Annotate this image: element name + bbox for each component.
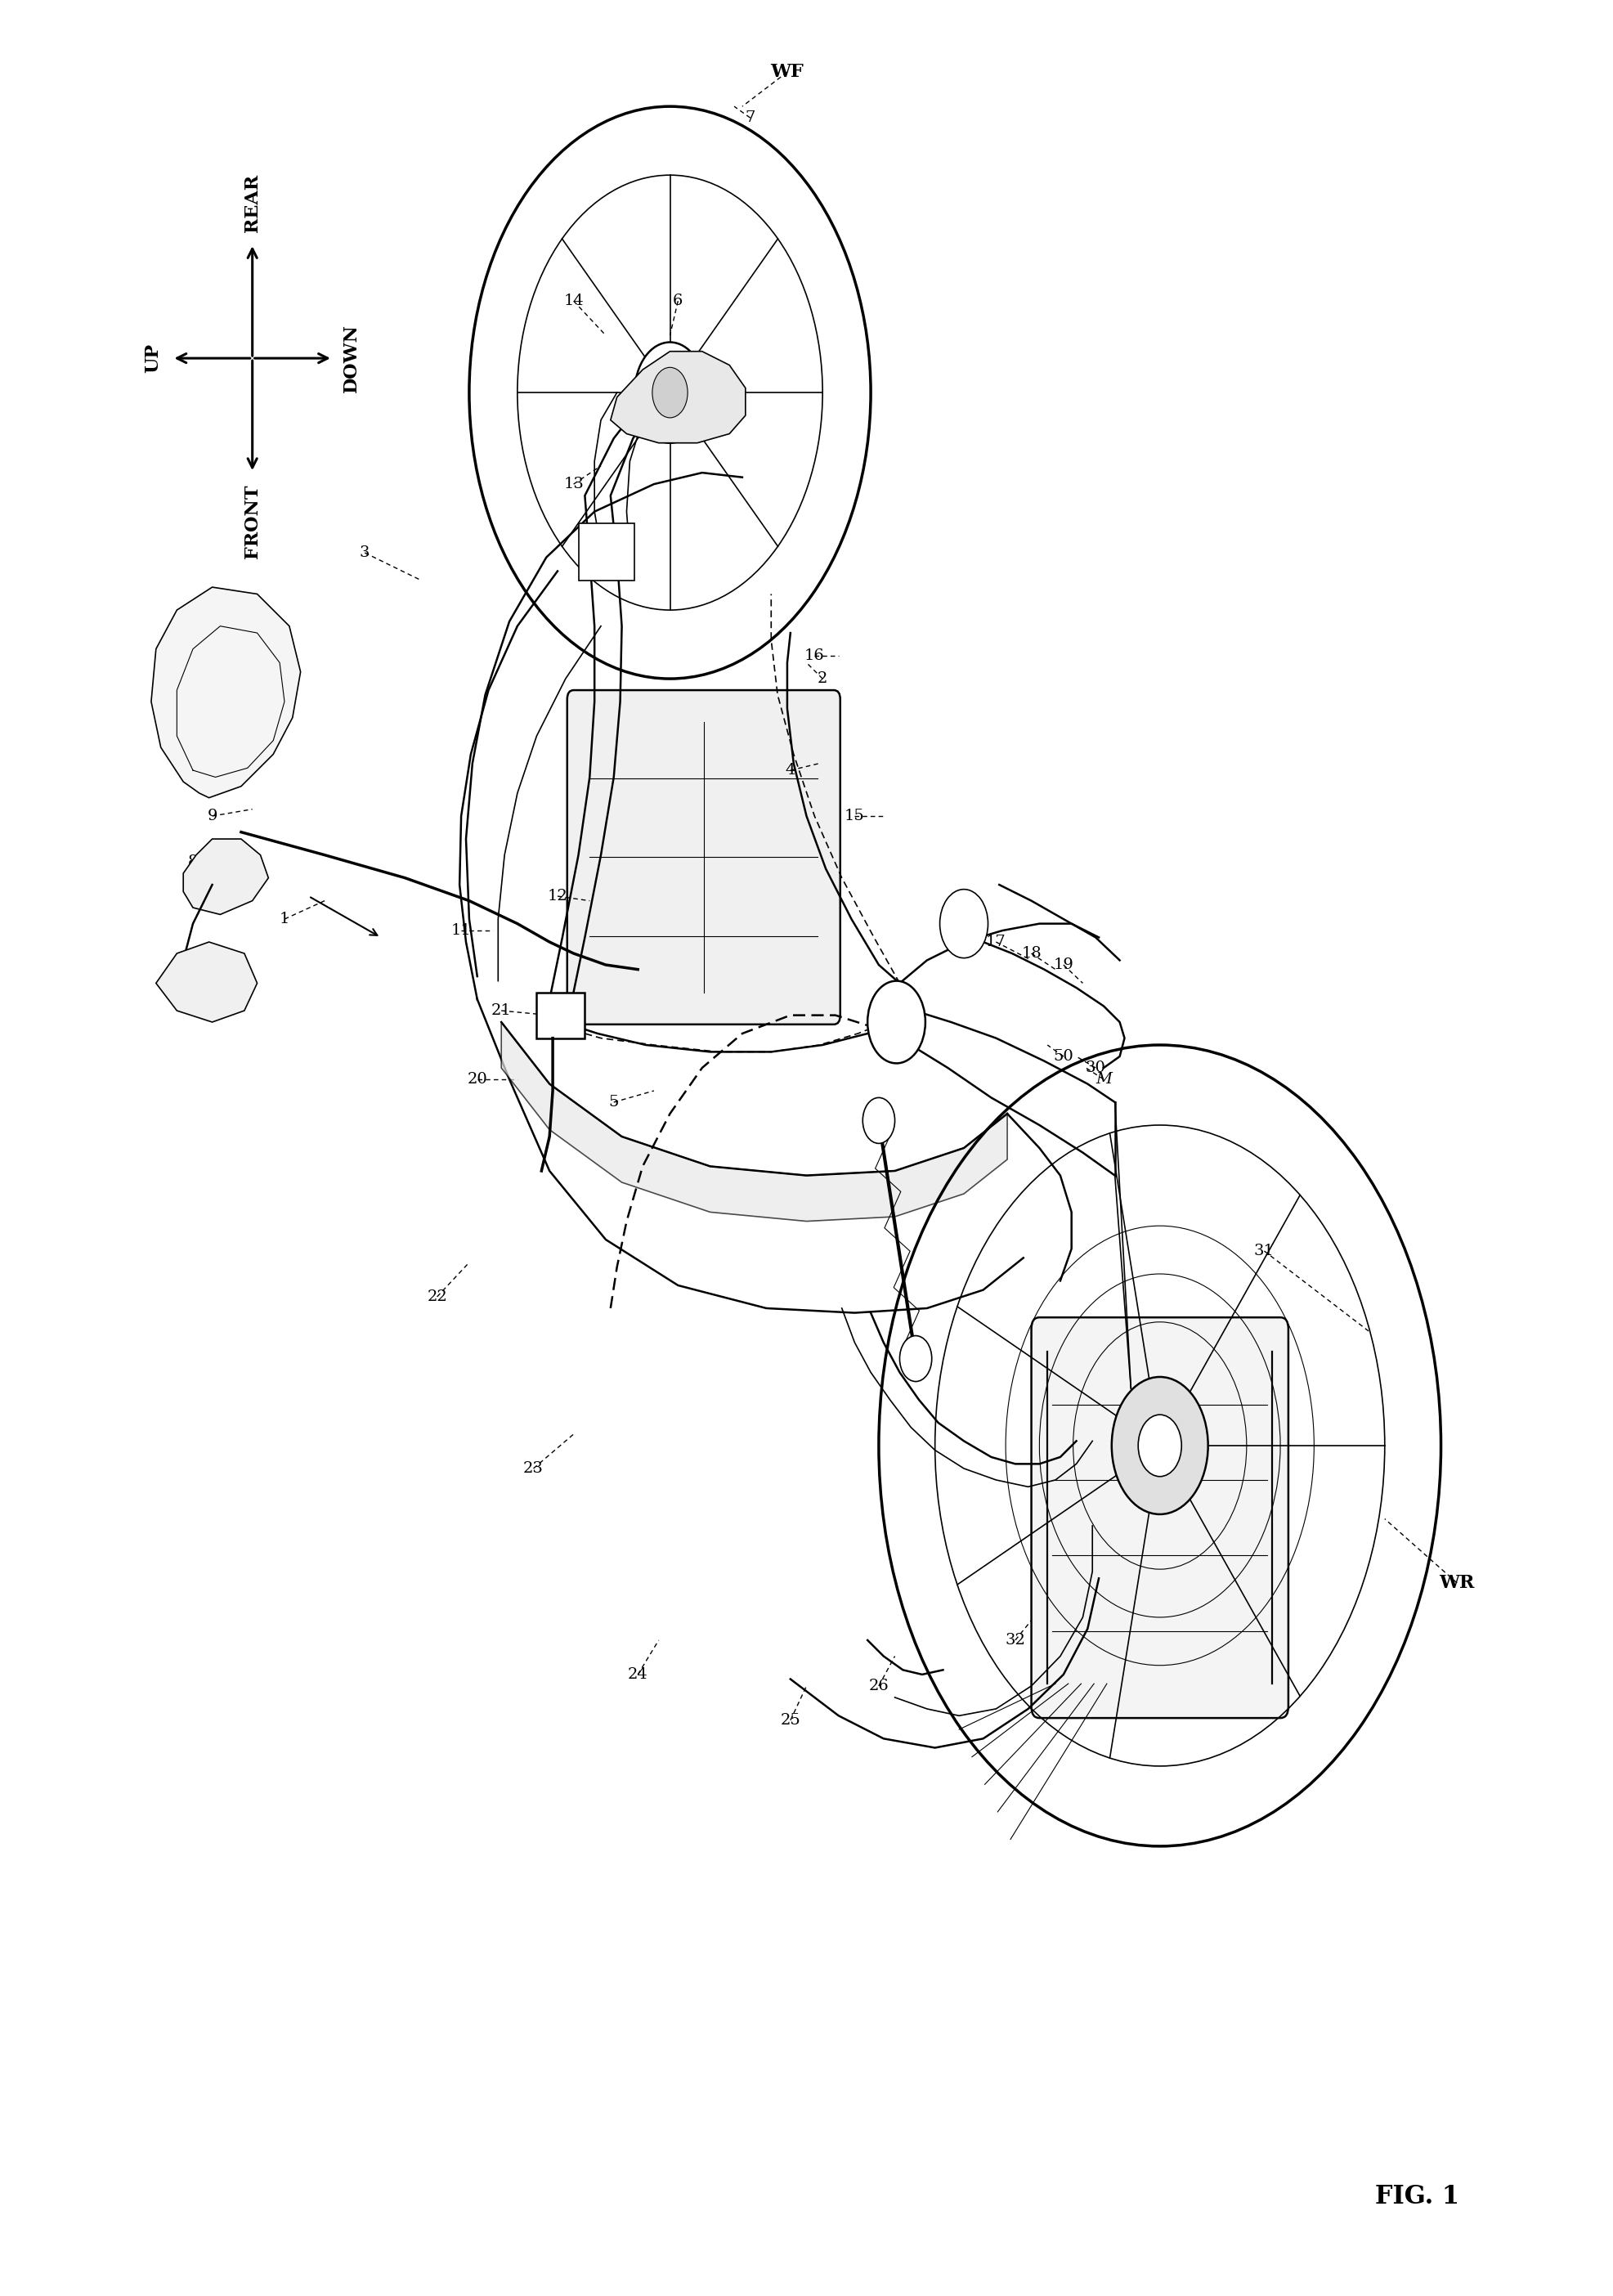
Text: 21: 21: [492, 1003, 511, 1017]
Text: 11: 11: [452, 923, 471, 937]
Circle shape: [940, 889, 989, 957]
Text: 5: 5: [608, 1095, 619, 1109]
Text: 10: 10: [177, 728, 198, 744]
Text: 23: 23: [523, 1460, 544, 1476]
Text: 9: 9: [206, 808, 218, 824]
Text: WR: WR: [1439, 1575, 1474, 1591]
Circle shape: [652, 367, 687, 418]
FancyBboxPatch shape: [568, 691, 840, 1024]
Text: 31: 31: [1253, 1244, 1274, 1258]
Text: 7: 7: [745, 110, 755, 126]
Bar: [579, 523, 634, 581]
Circle shape: [900, 1336, 932, 1382]
Text: 13: 13: [563, 478, 584, 491]
Text: 30: 30: [1086, 1061, 1107, 1075]
Text: 12: 12: [547, 889, 568, 905]
Polygon shape: [184, 838, 268, 914]
Text: 32: 32: [1005, 1632, 1026, 1649]
Text: 3: 3: [360, 546, 369, 560]
Text: UP: UP: [145, 344, 163, 372]
Circle shape: [634, 342, 705, 443]
Polygon shape: [502, 1022, 1007, 1221]
Text: 2: 2: [818, 670, 827, 687]
Text: 17: 17: [986, 934, 1007, 948]
Text: 19: 19: [1053, 957, 1074, 971]
Text: 8: 8: [187, 854, 198, 870]
Text: DOWN: DOWN: [342, 324, 360, 393]
Text: REAR: REAR: [244, 174, 261, 232]
Text: 50: 50: [1053, 1049, 1074, 1063]
Text: 20: 20: [468, 1072, 487, 1086]
Circle shape: [863, 1097, 895, 1143]
Text: 18: 18: [1021, 946, 1042, 960]
Text: 22: 22: [427, 1290, 447, 1304]
Polygon shape: [611, 351, 745, 443]
Circle shape: [1111, 1378, 1208, 1515]
Text: WF: WF: [771, 62, 803, 80]
Text: FIG. 1: FIG. 1: [1374, 2183, 1458, 2209]
Text: 1: 1: [279, 912, 290, 928]
Circle shape: [868, 980, 926, 1063]
Text: FRONT: FRONT: [244, 484, 261, 558]
Text: 16: 16: [805, 647, 824, 664]
Text: 24: 24: [627, 1667, 648, 1683]
Polygon shape: [152, 588, 300, 797]
FancyBboxPatch shape: [1031, 1318, 1289, 1717]
Text: 14: 14: [563, 294, 584, 308]
Text: 25: 25: [781, 1713, 800, 1727]
Text: 4: 4: [786, 762, 795, 778]
Text: M: M: [1095, 1072, 1111, 1086]
Bar: [537, 992, 586, 1038]
Text: 6: 6: [673, 294, 682, 308]
Polygon shape: [156, 941, 256, 1022]
Circle shape: [1139, 1414, 1182, 1476]
Text: 15: 15: [845, 808, 865, 824]
Text: 26: 26: [869, 1678, 889, 1694]
